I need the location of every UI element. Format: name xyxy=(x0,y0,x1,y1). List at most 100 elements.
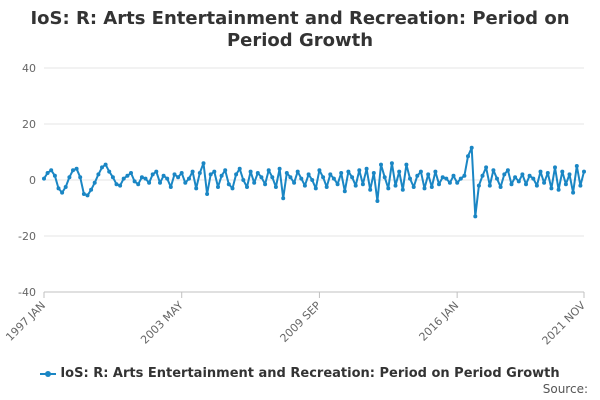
data-point[interactable] xyxy=(574,164,579,168)
data-point[interactable] xyxy=(85,193,90,198)
data-point[interactable] xyxy=(302,183,307,188)
data-point[interactable] xyxy=(56,186,61,191)
data-point[interactable] xyxy=(578,183,583,188)
data-point[interactable] xyxy=(527,173,532,178)
data-point[interactable] xyxy=(194,186,199,191)
data-point[interactable] xyxy=(255,171,260,175)
data-point[interactable] xyxy=(553,165,557,170)
data-point[interactable] xyxy=(487,183,492,188)
data-point[interactable] xyxy=(571,190,576,195)
data-point[interactable] xyxy=(281,196,286,201)
data-point[interactable] xyxy=(74,166,79,171)
data-point[interactable] xyxy=(321,175,326,180)
data-point[interactable] xyxy=(103,162,108,167)
data-point[interactable] xyxy=(187,176,191,181)
data-point[interactable] xyxy=(505,168,510,173)
data-point[interactable] xyxy=(270,175,275,180)
data-point[interactable] xyxy=(176,175,181,180)
data-point[interactable] xyxy=(158,180,162,185)
data-point[interactable] xyxy=(125,173,130,178)
data-point[interactable] xyxy=(248,169,253,174)
data-point[interactable] xyxy=(252,180,257,185)
data-point[interactable] xyxy=(226,182,231,187)
data-point[interactable] xyxy=(411,185,416,189)
data-point[interactable] xyxy=(129,171,133,175)
data-point[interactable] xyxy=(292,180,297,185)
data-point[interactable] xyxy=(437,182,441,187)
data-point[interactable] xyxy=(216,185,220,189)
data-point[interactable] xyxy=(466,154,470,159)
legend[interactable]: IoS: R: Arts Entertainment and Recreatio… xyxy=(0,366,600,381)
data-point[interactable] xyxy=(375,199,380,203)
data-point[interactable] xyxy=(357,168,362,173)
data-point[interactable] xyxy=(295,169,300,174)
data-point[interactable] xyxy=(139,175,144,180)
data-point[interactable] xyxy=(415,173,420,178)
data-point[interactable] xyxy=(42,176,46,181)
data-point[interactable] xyxy=(143,176,148,181)
data-point[interactable] xyxy=(440,175,445,180)
data-point[interactable] xyxy=(45,171,50,175)
data-point[interactable] xyxy=(132,179,137,184)
data-point[interactable] xyxy=(513,175,518,180)
data-point[interactable] xyxy=(263,182,268,187)
data-point[interactable] xyxy=(172,172,177,177)
data-point[interactable] xyxy=(408,176,412,181)
data-point[interactable] xyxy=(219,173,224,178)
data-point[interactable] xyxy=(208,172,213,177)
data-point[interactable] xyxy=(451,173,456,178)
data-point[interactable] xyxy=(495,176,499,181)
data-point[interactable] xyxy=(179,171,184,175)
data-point[interactable] xyxy=(560,169,565,174)
data-point[interactable] xyxy=(259,175,264,180)
data-point[interactable] xyxy=(245,185,249,189)
data-point[interactable] xyxy=(165,176,170,181)
data-point[interactable] xyxy=(462,173,467,178)
data-point[interactable] xyxy=(353,183,358,188)
data-point[interactable] xyxy=(386,186,391,191)
data-point[interactable] xyxy=(339,171,344,175)
data-point[interactable] xyxy=(161,173,166,178)
data-point[interactable] xyxy=(107,169,112,174)
data-point[interactable] xyxy=(360,182,365,187)
data-point[interactable] xyxy=(324,185,329,189)
data-point[interactable] xyxy=(288,175,293,180)
data-point[interactable] xyxy=(538,169,543,174)
data-point[interactable] xyxy=(455,180,460,185)
data-point[interactable] xyxy=(418,169,423,174)
data-point[interactable] xyxy=(114,182,119,187)
data-point[interactable] xyxy=(397,169,402,174)
data-point[interactable] xyxy=(476,183,481,188)
data-point[interactable] xyxy=(67,175,72,180)
data-point[interactable] xyxy=(89,187,94,192)
data-point[interactable] xyxy=(484,165,489,170)
data-point[interactable] xyxy=(284,171,289,175)
data-point[interactable] xyxy=(350,175,355,180)
data-point[interactable] xyxy=(404,162,409,167)
data-point[interactable] xyxy=(168,185,173,189)
data-point[interactable] xyxy=(328,172,333,177)
data-point[interactable] xyxy=(542,180,547,185)
data-point[interactable] xyxy=(498,185,503,189)
data-point[interactable] xyxy=(205,192,210,196)
data-point[interactable] xyxy=(534,183,539,188)
data-point[interactable] xyxy=(136,182,141,187)
data-point[interactable] xyxy=(96,172,101,177)
data-point[interactable] xyxy=(110,175,115,180)
data-point[interactable] xyxy=(223,168,228,173)
data-point[interactable] xyxy=(582,169,586,174)
data-point[interactable] xyxy=(563,182,568,187)
data-point[interactable] xyxy=(335,182,340,187)
data-point[interactable] xyxy=(121,176,126,181)
data-point[interactable] xyxy=(190,169,195,174)
data-point[interactable] xyxy=(150,172,155,177)
data-point[interactable] xyxy=(317,168,322,173)
data-point[interactable] xyxy=(389,161,394,166)
data-point[interactable] xyxy=(491,168,496,173)
data-point[interactable] xyxy=(100,165,104,170)
data-point[interactable] xyxy=(393,183,398,188)
data-point[interactable] xyxy=(299,176,304,181)
data-point[interactable] xyxy=(371,171,376,175)
data-point[interactable] xyxy=(368,187,373,192)
data-point[interactable] xyxy=(273,185,278,189)
